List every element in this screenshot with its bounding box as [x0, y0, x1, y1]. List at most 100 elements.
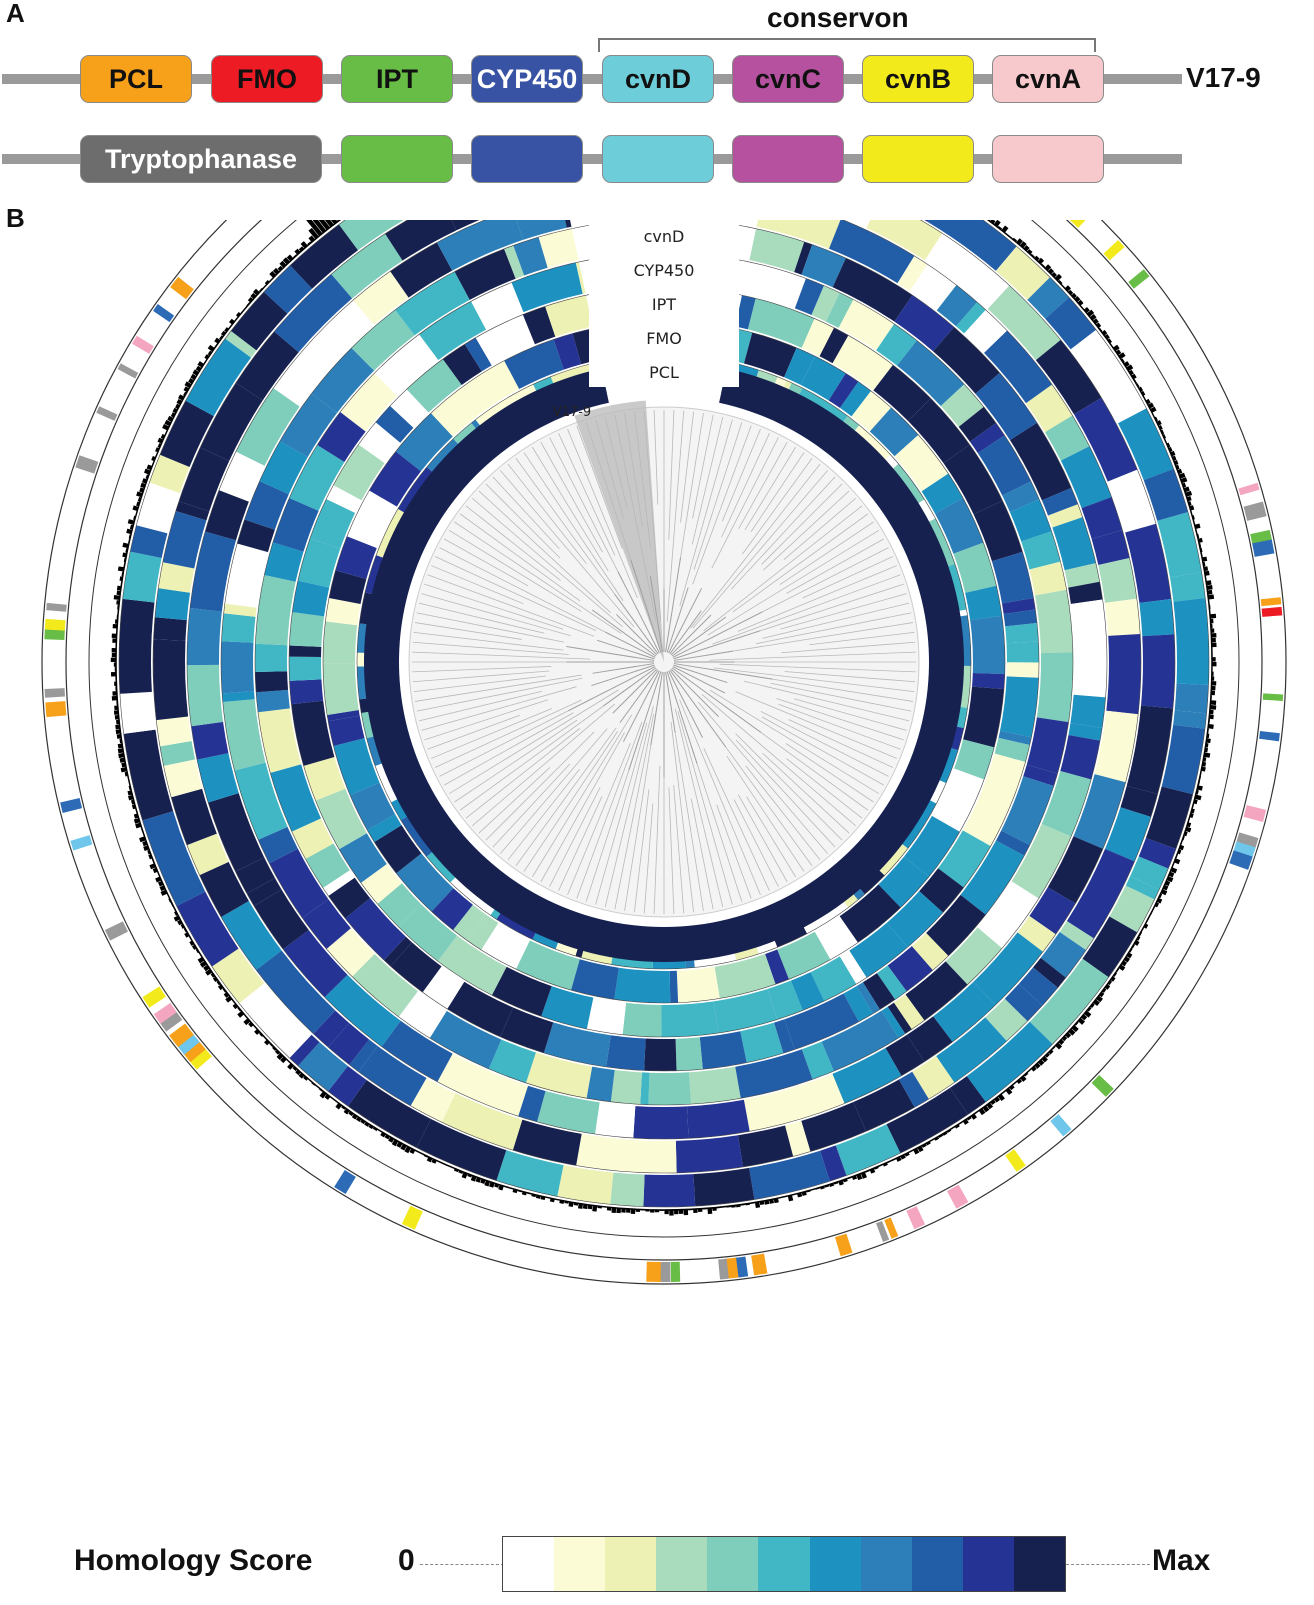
heat-cell	[676, 966, 720, 1003]
heat-cell	[936, 1017, 1007, 1083]
trpase-bar	[113, 710, 119, 715]
gcc-segment	[1229, 850, 1253, 870]
gcc-segment	[401, 1205, 423, 1230]
gcc-segment	[1259, 730, 1280, 742]
heat-cell	[1118, 408, 1174, 481]
tree-branch	[549, 787, 601, 887]
heat-cell	[794, 241, 813, 275]
heat-cell	[488, 1039, 536, 1083]
trpase-bar	[693, 1208, 698, 1213]
heat-cell	[969, 423, 1005, 454]
tree-branch	[783, 498, 856, 560]
heat-cell	[328, 877, 371, 919]
heat-cell	[333, 738, 380, 796]
tree-branch	[761, 716, 885, 786]
heat-cell	[1060, 446, 1112, 509]
heat-cell	[537, 1090, 600, 1134]
heat-cell	[516, 220, 567, 240]
heat-cell	[1169, 572, 1206, 602]
trpase-bar	[372, 1126, 378, 1132]
heat-cell	[231, 291, 288, 351]
heat-cell	[938, 830, 991, 888]
heat-cell	[1174, 683, 1209, 714]
heat-cell	[351, 309, 415, 371]
heat-cell	[335, 536, 377, 579]
trpase-bar	[250, 292, 257, 299]
tree-branch	[690, 463, 821, 629]
trpase-bar	[115, 729, 121, 735]
heat-cell	[1023, 764, 1058, 786]
gcc-segment	[946, 1184, 969, 1209]
heat-cell	[264, 542, 304, 582]
heat-cell	[390, 942, 442, 993]
heat-cell	[186, 833, 229, 876]
heat-cell	[749, 228, 805, 273]
heat-cell	[1052, 517, 1096, 571]
heat-cell	[328, 715, 365, 746]
trpase-bar	[1034, 255, 1040, 261]
tree-branch	[412, 641, 569, 655]
heat-cell	[924, 220, 929, 222]
legend-swatch	[605, 1537, 657, 1591]
heat-cell	[437, 1053, 465, 1089]
trpase-bar	[204, 354, 210, 360]
tree-branch	[604, 705, 654, 908]
trpase-bar	[674, 1209, 679, 1215]
tree-branch	[703, 748, 770, 892]
tree-branch	[809, 631, 915, 646]
trpase-bar	[212, 976, 218, 983]
gcc-segment	[906, 1206, 926, 1230]
heat-cell	[675, 1135, 743, 1173]
trpase-bar	[235, 312, 241, 318]
tree-branch	[762, 602, 910, 639]
heat-cell	[422, 966, 452, 1000]
heat-cell	[743, 332, 797, 378]
gcc-segment	[45, 701, 67, 718]
heat-cell	[972, 672, 1005, 690]
heat-cell	[272, 497, 319, 552]
tree-branch	[454, 521, 622, 634]
tree-branch	[439, 697, 594, 777]
heat-cell	[1029, 958, 1109, 1045]
trpase-bar	[330, 220, 338, 225]
heat-cell	[832, 258, 913, 322]
heat-cell	[772, 1073, 845, 1125]
heat-cell	[302, 899, 351, 949]
heat-cell	[737, 1125, 794, 1167]
heat-cell	[977, 881, 1039, 949]
trpase-bar	[904, 1152, 910, 1157]
trpase-bar	[921, 1143, 927, 1148]
gcc-segment	[1238, 482, 1260, 496]
heat-cell	[886, 891, 943, 948]
heat-cell	[367, 814, 402, 843]
heat-cell	[851, 391, 892, 432]
tree-branch	[515, 727, 617, 867]
tree-branch	[459, 513, 581, 602]
heat-cell	[358, 1046, 427, 1106]
heat-cell	[258, 708, 302, 773]
legend-swatch	[911, 1537, 963, 1591]
heat-cell	[1035, 339, 1102, 415]
trpase-bar	[170, 412, 176, 418]
heat-ring-border	[220, 220, 1108, 1106]
trpase-bar	[582, 1204, 588, 1210]
trpase-bar	[1185, 490, 1193, 497]
trpase-bar	[117, 743, 123, 749]
heat-cell	[254, 889, 309, 950]
tree-branch	[604, 416, 628, 508]
heat-cell	[1073, 774, 1126, 849]
heat-cell	[385, 220, 457, 261]
heat-cell	[317, 411, 366, 463]
heat-cell	[156, 716, 192, 747]
heat-cell	[849, 922, 908, 978]
heat-cell	[998, 730, 1032, 746]
heat-cell	[234, 762, 288, 840]
heat-cell	[235, 331, 299, 401]
tree-branch	[416, 677, 583, 712]
trpase-bar	[1045, 1052, 1050, 1058]
heat-cell	[225, 330, 257, 358]
tree-branch	[595, 419, 624, 519]
trpase-bar	[126, 528, 133, 535]
tree-branch	[448, 529, 582, 612]
heat-cell	[543, 1022, 611, 1067]
